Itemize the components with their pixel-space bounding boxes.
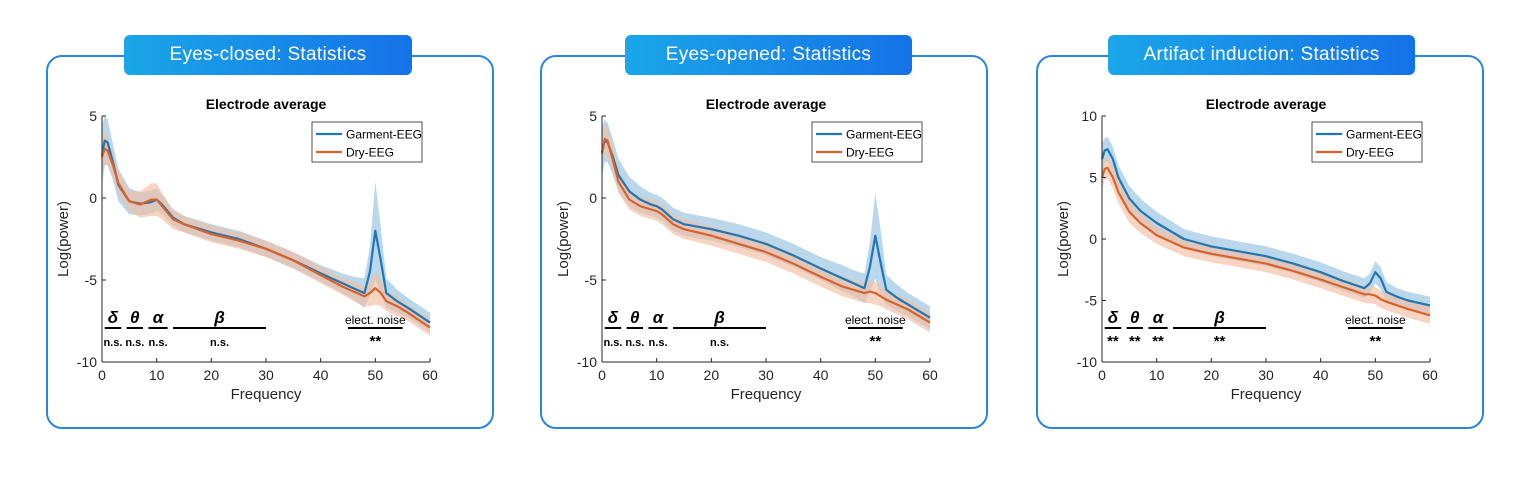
noise-significance: ** <box>1369 333 1381 350</box>
series-line-garment <box>600 139 931 319</box>
x-tick-label: 60 <box>422 367 438 383</box>
noise-label: elect. noise <box>345 313 406 327</box>
y-tick-label: 0 <box>589 190 597 206</box>
legend-label-garment: Garment-EEG <box>846 128 922 142</box>
series-line-dry <box>100 147 431 329</box>
y-tick-label: 0 <box>89 190 97 206</box>
x-tick-label: 40 <box>313 367 329 383</box>
y-axis-label: Log(power) <box>1055 201 1072 277</box>
x-tick-label: 20 <box>704 367 720 383</box>
x-tick-label: 20 <box>1204 367 1220 383</box>
x-tick-label: 30 <box>1258 367 1274 383</box>
panel-eyes-closed <box>46 55 494 429</box>
banner-eyes-closed: Eyes-closed: Statistics <box>124 35 412 75</box>
y-tick-label: 5 <box>89 108 97 124</box>
y-tick-label: 5 <box>589 108 597 124</box>
series-line-garment <box>1100 148 1431 307</box>
band-significance: ** <box>1214 333 1226 350</box>
band-significance: n.s. <box>125 337 144 349</box>
band-significance: n.s. <box>710 337 729 349</box>
series-line-dry <box>1100 166 1431 317</box>
y-tick-label: -10 <box>577 354 597 370</box>
band-symbol: α <box>653 308 665 327</box>
y-tick-label: 10 <box>1081 108 1097 124</box>
band-symbol: θ <box>130 308 140 327</box>
confidence-band-garment <box>602 119 930 330</box>
x-tick-label: 0 <box>1098 367 1106 383</box>
y-tick-label: -10 <box>77 354 97 370</box>
band-significance: n.s. <box>103 337 122 349</box>
legend-label-dry: Dry-EEG <box>1346 146 1394 160</box>
x-tick-label: 30 <box>258 367 274 383</box>
chart-title: Electrode average <box>706 96 827 112</box>
band-symbol: δ <box>608 308 619 327</box>
series-line-dry <box>600 137 931 324</box>
y-axis-label: Log(power) <box>55 201 72 277</box>
band-symbol: α <box>1153 308 1165 327</box>
noise-label: elect. noise <box>845 313 906 327</box>
x-tick-label: 30 <box>758 367 774 383</box>
legend-label-garment: Garment-EEG <box>346 128 422 142</box>
band-symbol: β <box>213 308 225 327</box>
chart-title: Electrode average <box>1206 96 1327 112</box>
x-tick-label: 60 <box>922 367 938 383</box>
band-significance: n.s. <box>603 337 622 349</box>
chart-title: Electrode average <box>206 96 327 112</box>
x-tick-label: 50 <box>368 367 384 383</box>
noise-significance: ** <box>369 333 381 350</box>
x-axis-label: Frequency <box>1231 386 1302 403</box>
band-symbol: θ <box>630 308 640 327</box>
band-significance: ** <box>1152 333 1164 350</box>
band-symbol: θ <box>1130 308 1140 327</box>
noise-label: elect. noise <box>1345 313 1406 327</box>
x-tick-label: 50 <box>868 367 884 383</box>
band-significance: ** <box>1129 333 1141 350</box>
y-tick-label: -5 <box>1085 293 1098 309</box>
x-tick-label: 10 <box>1149 367 1165 383</box>
band-symbol: δ <box>108 308 119 327</box>
band-significance: n.s. <box>649 337 668 349</box>
x-tick-label: 40 <box>813 367 829 383</box>
y-tick-label: -10 <box>1077 354 1097 370</box>
confidence-band-garment <box>102 116 430 333</box>
y-tick-label: -5 <box>585 272 598 288</box>
band-significance: n.s. <box>149 337 168 349</box>
x-tick-label: 50 <box>1368 367 1384 383</box>
banner-eyes-opened: Eyes-opened: Statistics <box>625 35 912 75</box>
x-tick-label: 20 <box>204 367 220 383</box>
legend-label-garment: Garment-EEG <box>1346 128 1422 142</box>
band-symbol: β <box>1213 308 1225 327</box>
legend-box <box>811 121 923 163</box>
x-tick-label: 10 <box>149 367 165 383</box>
x-tick-label: 0 <box>598 367 606 383</box>
legend-box <box>1311 121 1423 163</box>
banner-artifact-induction: Artifact induction: Statistics <box>1108 35 1415 75</box>
x-tick-label: 40 <box>1313 367 1329 383</box>
legend-label-dry: Dry-EEG <box>846 146 894 160</box>
legend-label-dry: Dry-EEG <box>346 146 394 160</box>
x-axis-label: Frequency <box>231 386 302 403</box>
y-tick-label: 0 <box>1089 231 1097 247</box>
panel-artifact-induction <box>1036 55 1484 429</box>
x-axis-label: Frequency <box>731 386 802 403</box>
band-symbol: α <box>153 308 165 327</box>
x-tick-label: 60 <box>1422 367 1438 383</box>
legend-box <box>311 121 423 163</box>
y-tick-label: -5 <box>85 272 98 288</box>
x-tick-label: 10 <box>649 367 665 383</box>
band-significance: n.s. <box>625 337 644 349</box>
y-axis-label: Log(power) <box>555 201 572 277</box>
noise-significance: ** <box>869 333 881 350</box>
y-tick-label: 5 <box>1089 170 1097 186</box>
band-significance: n.s. <box>210 337 229 349</box>
band-symbol: δ <box>1108 308 1119 327</box>
band-symbol: β <box>713 308 725 327</box>
x-tick-label: 0 <box>98 367 106 383</box>
band-significance: ** <box>1107 333 1119 350</box>
